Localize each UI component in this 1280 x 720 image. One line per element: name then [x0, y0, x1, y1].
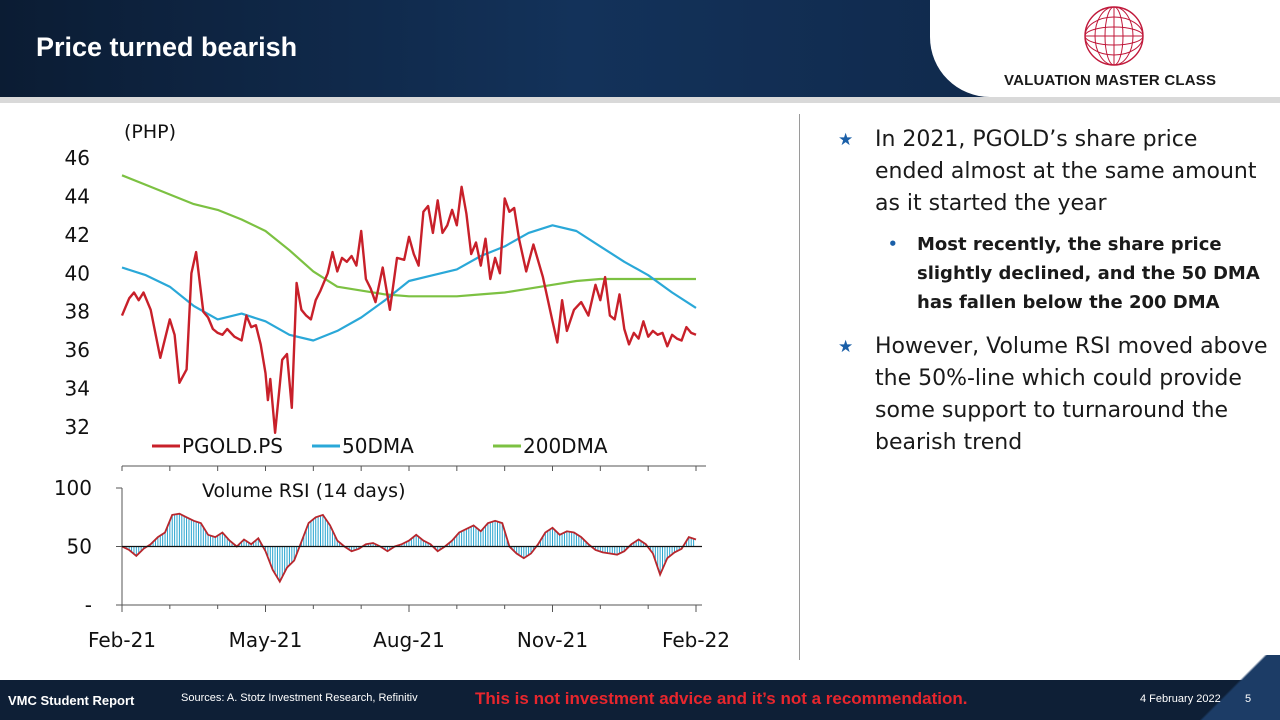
- y-tick-label: 34: [65, 377, 90, 401]
- footer-report-label: VMC Student Report: [8, 693, 135, 708]
- stock-chart: (PHP) 46 44 42 40 38 36 34 32 PGOLD.PS 50DMA 200DMA…: [54, 121, 730, 652]
- rsi-line: [121, 512, 697, 584]
- rsi-title: Volume RSI (14 days): [202, 480, 406, 502]
- vertical-divider: [799, 114, 800, 660]
- header-divider: [0, 97, 1280, 103]
- footer-bar: [0, 680, 1280, 720]
- globe-icon: [1084, 6, 1144, 66]
- dma200-line: [121, 174, 696, 298]
- legend-label: PGOLD.PS: [182, 434, 283, 458]
- y-tick-label: 42: [65, 223, 90, 247]
- x-tick-label: Feb-21: [88, 628, 156, 652]
- legend-label: 200DMA: [523, 434, 608, 458]
- y-axis-unit-label: (PHP): [124, 121, 176, 143]
- x-tick-label: Aug-21: [373, 628, 445, 652]
- footer-date: 4 February 2022: [1140, 693, 1221, 705]
- x-tick-label: May-21: [229, 628, 303, 652]
- bullet-list: ★ In 2021, PGOLD’s share price ended alm…: [838, 124, 1268, 469]
- sub-bullet-item: • Most recently, the share price slightl…: [838, 230, 1268, 317]
- page-number: 5: [1245, 693, 1252, 705]
- y-tick-label: 32: [65, 415, 90, 439]
- rsi-y-tick-label: -: [85, 593, 92, 617]
- x-tick-label: Feb-22: [662, 628, 730, 652]
- sub-bullet-text: Most recently, the share price slightly …: [917, 234, 1260, 313]
- star-bullet-icon: ★: [838, 337, 854, 357]
- page-title: Price turned bearish: [36, 32, 298, 62]
- x-tick-label: Nov-21: [517, 628, 588, 652]
- footer-disclaimer: This is not investment advice and it’s n…: [475, 689, 968, 708]
- footer-sources: Sources: A. Stotz Investment Research, R…: [181, 692, 418, 704]
- dma50-line: [121, 224, 697, 342]
- y-tick-label: 36: [65, 338, 90, 362]
- bullet-item: ★ In 2021, PGOLD’s share price ended alm…: [838, 124, 1268, 220]
- y-tick-label: 38: [65, 300, 90, 324]
- y-tick-label: 40: [65, 261, 90, 285]
- dot-bullet-icon: •: [888, 235, 898, 253]
- rsi-y-tick-label: 50: [67, 535, 92, 559]
- bullet-text: However, Volume RSI moved above the 50%-…: [875, 334, 1268, 455]
- footer-accent: [1190, 655, 1280, 720]
- y-tick-label: 46: [65, 146, 90, 170]
- logo-panel: [930, 0, 1280, 97]
- y-tick-label: 44: [65, 184, 90, 208]
- bullet-text: In 2021, PGOLD’s share price ended almos…: [875, 127, 1257, 216]
- price-line: [120, 185, 697, 434]
- star-bullet-icon: ★: [838, 130, 854, 150]
- bullet-item: ★ However, Volume RSI moved above the 50…: [838, 331, 1268, 459]
- rsi-y-tick-label: 100: [54, 476, 92, 500]
- logo-text: VALUATION MASTER CLASS: [1004, 72, 1217, 89]
- legend-label: 50DMA: [342, 434, 414, 458]
